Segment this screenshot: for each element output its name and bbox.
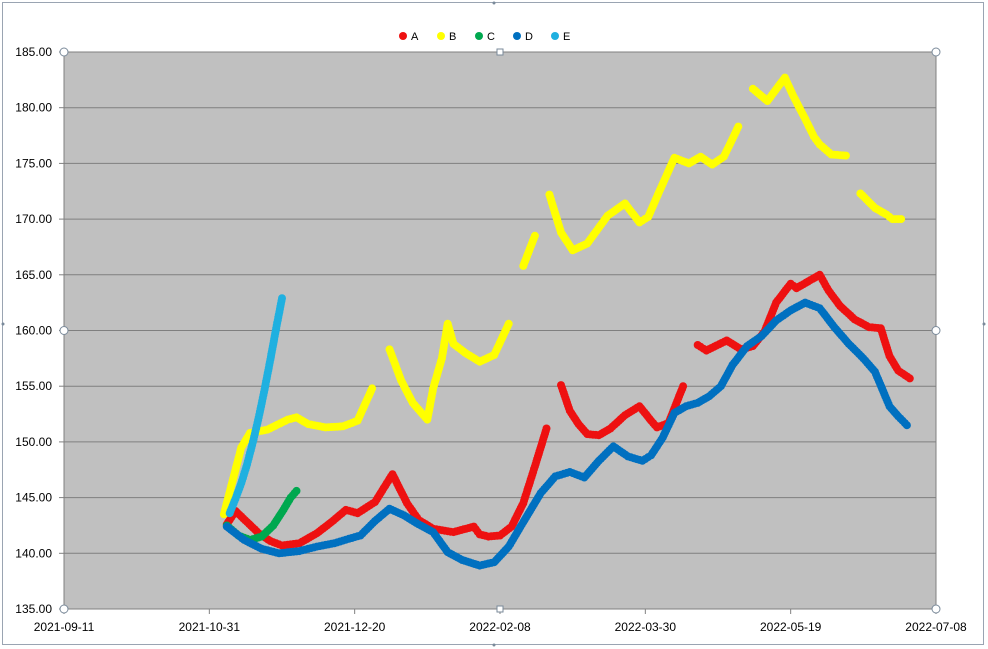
series-B bbox=[219, 73, 906, 519]
x-tick-label: 2021-12-20 bbox=[324, 620, 386, 634]
series-C-point bbox=[292, 486, 301, 495]
series-B-point bbox=[897, 215, 906, 224]
legend-marker-A bbox=[399, 32, 407, 40]
resize-handle[interactable] bbox=[59, 604, 69, 614]
y-tick-label: 165.00 bbox=[15, 268, 52, 282]
resize-handle[interactable] bbox=[931, 326, 941, 335]
legend-marker-D bbox=[513, 32, 521, 40]
legend-marker-C bbox=[475, 32, 483, 40]
legend-label-A: A bbox=[411, 31, 419, 43]
resize-handle[interactable] bbox=[931, 604, 941, 614]
x-tick-label: 2022-07-08 bbox=[905, 620, 967, 634]
legend-label-B: B bbox=[449, 31, 456, 43]
series-D-point bbox=[902, 421, 911, 430]
series-A-point bbox=[542, 424, 551, 433]
x-tick-label: 2022-03-30 bbox=[615, 620, 677, 634]
series-B-point bbox=[368, 384, 377, 393]
y-tick-label: 160.00 bbox=[15, 324, 52, 338]
y-tick-label: 155.00 bbox=[15, 379, 52, 393]
series-B-point bbox=[530, 231, 539, 240]
series-layer bbox=[219, 73, 914, 570]
series-B-point bbox=[734, 122, 743, 131]
resize-handle[interactable] bbox=[496, 48, 504, 56]
x-axis-tick-labels: 2021-09-11 2021-10-31 2021-12-20 2022-02-08… bbox=[34, 620, 967, 634]
legend-marker-B bbox=[437, 32, 445, 40]
y-tick-label: 180.00 bbox=[15, 101, 52, 115]
legend-label-C: C bbox=[487, 31, 495, 43]
x-tick-label: 2022-02-08 bbox=[469, 620, 531, 634]
resize-handle[interactable] bbox=[496, 605, 504, 613]
y-tick-label: 170.00 bbox=[15, 212, 52, 226]
frame-handle[interactable] bbox=[492, 643, 496, 647]
y-tick-label: 140.00 bbox=[15, 546, 52, 560]
series-B-point bbox=[504, 319, 513, 328]
frame-handle[interactable] bbox=[1, 322, 5, 326]
legend-label-D: D bbox=[525, 31, 533, 43]
x-tick-label: 2021-09-11 bbox=[34, 620, 95, 634]
series-A-point bbox=[905, 374, 914, 383]
frame-handle[interactable] bbox=[492, 1, 496, 5]
y-tick-label: 175.00 bbox=[15, 156, 52, 170]
y-tick-label: 145.00 bbox=[15, 491, 52, 505]
x-tick-label: 2022-05-19 bbox=[760, 620, 822, 634]
series-A bbox=[222, 270, 914, 550]
resize-handle[interactable] bbox=[931, 47, 941, 57]
legend: A B C D E bbox=[399, 31, 570, 43]
series-A-point bbox=[679, 382, 688, 391]
resize-handle[interactable] bbox=[59, 326, 69, 335]
y-axis-tick-labels: 135.00 140.00 145.00 150.00 155.00 160.00 165.… bbox=[15, 45, 52, 616]
y-tick-label: 185.00 bbox=[15, 45, 52, 59]
x-tick-label: 2021-10-31 bbox=[179, 620, 241, 634]
legend-marker-E bbox=[551, 32, 559, 40]
legend-label-E: E bbox=[563, 31, 570, 43]
resize-handle[interactable] bbox=[59, 47, 69, 57]
series-E-point bbox=[278, 294, 286, 303]
y-tick-label: 150.00 bbox=[15, 435, 52, 449]
series-D bbox=[222, 298, 911, 570]
frame-handle[interactable] bbox=[982, 322, 986, 326]
series-E bbox=[225, 294, 286, 518]
series-B-point bbox=[841, 151, 850, 160]
y-tick-label: 135.00 bbox=[15, 602, 52, 616]
